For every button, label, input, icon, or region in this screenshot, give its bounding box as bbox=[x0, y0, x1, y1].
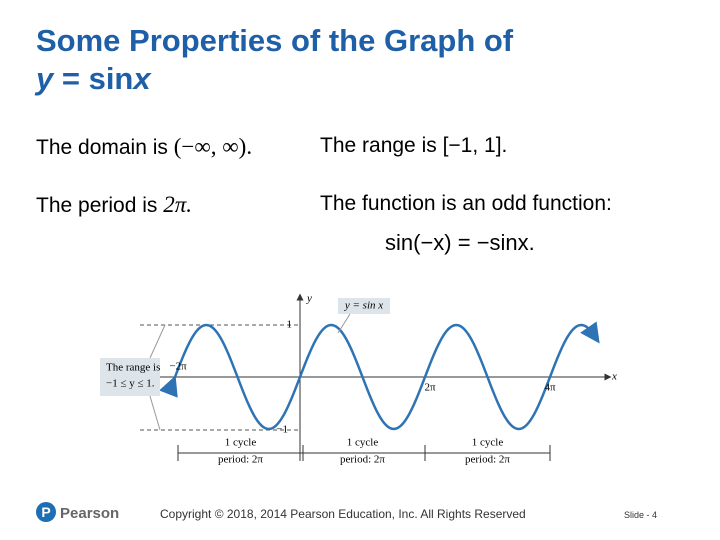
title-line: y = sinx bbox=[36, 60, 513, 98]
title-variable: x bbox=[133, 61, 151, 96]
callout-pointer bbox=[337, 313, 351, 334]
tick-label: 1 bbox=[287, 319, 293, 331]
tick-label: 2π bbox=[424, 382, 436, 394]
cycle-label: 1 cycle bbox=[225, 437, 257, 449]
cycle-period: period: 2π bbox=[218, 454, 263, 466]
property-math: 2π. bbox=[163, 192, 193, 217]
odd-property: The function is an odd function: bbox=[320, 192, 612, 215]
logo-icon: P bbox=[36, 502, 56, 522]
callout-pointer bbox=[149, 324, 166, 431]
cycle-label: 1 cycle bbox=[347, 437, 379, 449]
cycle-period: period: 2π bbox=[340, 454, 385, 466]
logo-text: Pearson bbox=[60, 505, 120, 522]
range-callout: −1 ≤ y ≤ 1. bbox=[106, 378, 155, 390]
cycle-brackets: 1 cycle period: 2π 1 cycle period: 2π 1 cycl… bbox=[177, 437, 551, 466]
tick-label: 4π bbox=[544, 382, 556, 394]
cycle-period: period: 2π bbox=[465, 454, 510, 466]
curve-callout: y = sin x bbox=[344, 300, 383, 312]
slide-number: Slide - 4 bbox=[624, 510, 658, 520]
sine-graph: y x 1 −1 −2π 2π 4π y = sin x The range i… bbox=[100, 293, 617, 466]
property-text: The domain is bbox=[36, 136, 168, 159]
tick-label: −2π bbox=[169, 361, 187, 373]
property-math: (−∞, ∞). bbox=[173, 134, 253, 159]
title-line: Some Properties of the Graph of bbox=[36, 23, 514, 58]
title-variable: y bbox=[36, 61, 54, 96]
domain-property: The domain is (−∞, ∞). bbox=[36, 134, 252, 160]
range-callout-box bbox=[100, 358, 160, 396]
odd-formula: sin(−x) = −sinx. bbox=[385, 230, 535, 255]
title-text: = sin bbox=[53, 61, 134, 96]
axis-label: y bbox=[306, 293, 312, 305]
tick-label: −1 bbox=[276, 424, 288, 436]
axis-label: x bbox=[611, 371, 617, 383]
copyright: Copyright © 2018, 2014 Pearson Education… bbox=[160, 507, 526, 521]
cycle-label: 1 cycle bbox=[472, 437, 504, 449]
range-property: The range is [−1, 1]. bbox=[320, 134, 508, 157]
sine-curve bbox=[159, 321, 600, 431]
property-text: The period is bbox=[36, 194, 158, 217]
period-property: The period is 2π. bbox=[36, 192, 192, 218]
curve-callout-box bbox=[338, 298, 390, 314]
slide-title: Some Properties of the Graph of y = sinx bbox=[36, 22, 513, 98]
range-callout: The range is bbox=[106, 362, 160, 374]
